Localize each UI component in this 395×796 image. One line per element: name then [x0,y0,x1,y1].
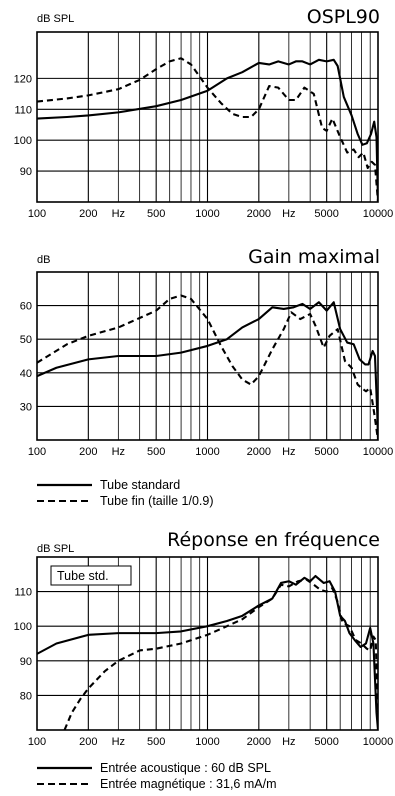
x-tick-label: Hz [112,208,125,220]
x-tick-label: 10000 [363,208,394,220]
x-tick-label: 10000 [363,446,394,458]
y-tick-label: 100 [14,135,32,147]
plot-frame [36,31,379,203]
x-tick-label: 500 [147,446,165,458]
series-line-dashed [37,57,378,202]
x-tick-label: 2000 [247,446,271,458]
legend-label: Tube fin (taille 1/0.9) [100,494,213,508]
x-tick-label: Hz [112,736,125,748]
series-line-dashed [63,578,378,730]
series-line-solid [37,301,378,440]
legend-label: Entrée magnétique : 31,6 mA/m [100,777,276,791]
y-axis-label: dB [37,254,50,266]
plot-area: 80 90 100 110 100 200 Hz 500 1000 2000 Hz 5000 10000 [14,556,394,748]
y-axis-label: dB SPL [37,13,74,25]
y-tick-label: 110 [14,104,32,116]
x-tick-label: 200 [79,736,97,748]
x-tick-label: Hz [282,208,295,220]
y-tick-label: 90 [20,656,32,668]
y-tick-label: 30 [20,401,32,413]
y-tick-label: 90 [20,166,32,178]
x-tick-label: 200 [79,446,97,458]
x-tick-label: 500 [147,208,165,220]
x-tick-label: 100 [28,736,46,748]
y-axis-label: dB SPL [37,543,74,555]
x-tick-label: 2000 [247,208,271,220]
y-tick-label: 60 [20,301,32,313]
x-tick-label: 5000 [314,736,338,748]
x-tick-label: 200 [79,208,97,220]
y-tick-label: 50 [20,334,32,346]
plot-frame [36,271,379,441]
y-tick-label: 100 [14,621,32,633]
annotation-label: Tube std. [57,569,109,583]
y-tick-label: 120 [14,73,32,85]
y-tick-label: 110 [14,587,32,599]
x-tick-label: 100 [28,446,46,458]
chart-title: Gain maximal [248,246,380,268]
y-tick-label: 80 [20,690,32,702]
y-tick-label: 40 [20,368,32,380]
legend-label: Entrée acoustique : 60 dB SPL [100,761,271,775]
chart-ospl90: OSPL90 dB SPL 90 100 110 120 100 200 Hz 500 1000… [14,6,394,220]
plot-area: 90 100 110 120 100 200 Hz 500 1000 2000 Hz 5000 1000… [14,31,394,220]
plot-area: 30 40 50 60 100 200 Hz 500 1000 2000 Hz 5000 10000 [20,271,394,458]
x-tick-label: 1000 [195,736,219,748]
annotation-box [50,565,132,586]
x-tick-label: Hz [282,736,295,748]
x-tick-label: 500 [147,736,165,748]
legend-label: Tube standard [100,478,180,492]
x-tick-label: 5000 [314,446,338,458]
chart-frequency-response: Réponse en fréquence dB SPL 80 90 100 110 10… [14,529,394,748]
x-tick-label: 5000 [314,208,338,220]
legend: Entrée acoustique : 60 dB SPL Entrée mag… [37,761,276,791]
x-tick-label: 1000 [195,446,219,458]
x-tick-label: 10000 [363,736,394,748]
chart-title: OSPL90 [307,6,380,28]
x-tick-label: 2000 [247,736,271,748]
chart-title: Réponse en fréquence [167,529,380,551]
series-line-solid [37,58,378,202]
series-line-dashed [37,294,378,440]
chart-gain-maximal: Gain maximal dB 30 40 50 60 100 200 Hz 500 1000 2… [20,246,394,458]
x-tick-label: 100 [28,208,46,220]
x-tick-label: Hz [112,446,125,458]
plot-frame [36,556,379,731]
legend: Tube standard Tube fin (taille 1/0.9) [37,478,213,508]
x-tick-label: 1000 [195,208,219,220]
x-tick-label: Hz [282,446,295,458]
